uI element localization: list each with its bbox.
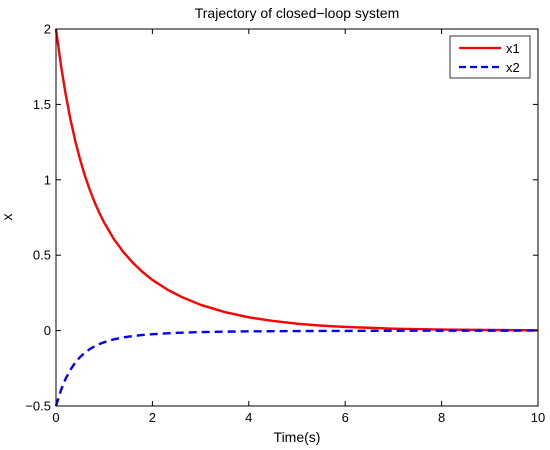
tick-layer: 0 2 4 6 8 10−0.500.511.52 <box>25 22 545 426</box>
y-tick-label: 1.5 <box>33 97 51 112</box>
legend: x1 x2 <box>449 35 531 79</box>
chart-title: Trajectory of closed−loop system <box>195 5 400 21</box>
x-axis-label: Time(s) <box>274 429 321 445</box>
plot-area <box>56 29 538 406</box>
y-tick-label: 0.5 <box>33 248 51 263</box>
legend-label-x1: x1 <box>506 41 520 56</box>
y-tick-label: 1 <box>44 172 51 187</box>
x-tick-label: 6 <box>342 410 349 425</box>
x-tick-label: 2 <box>149 410 156 425</box>
x-tick-label: 0 <box>52 410 59 425</box>
y-tick-label: −0.5 <box>25 399 51 414</box>
legend-box <box>449 35 531 79</box>
series-line-x2 <box>54 329 539 407</box>
y-axis-label: x <box>0 214 15 221</box>
x-tick-label: 10 <box>531 410 545 425</box>
legend-label-x2: x2 <box>506 60 520 75</box>
y-tick-label: 2 <box>44 22 51 37</box>
series-line-x1 <box>54 28 539 332</box>
y-tick-label: 0 <box>44 323 51 338</box>
series-layer <box>54 28 539 407</box>
x-tick-label: 4 <box>245 410 252 425</box>
x-tick-label: 8 <box>438 410 445 425</box>
plot-frame <box>55 28 539 407</box>
